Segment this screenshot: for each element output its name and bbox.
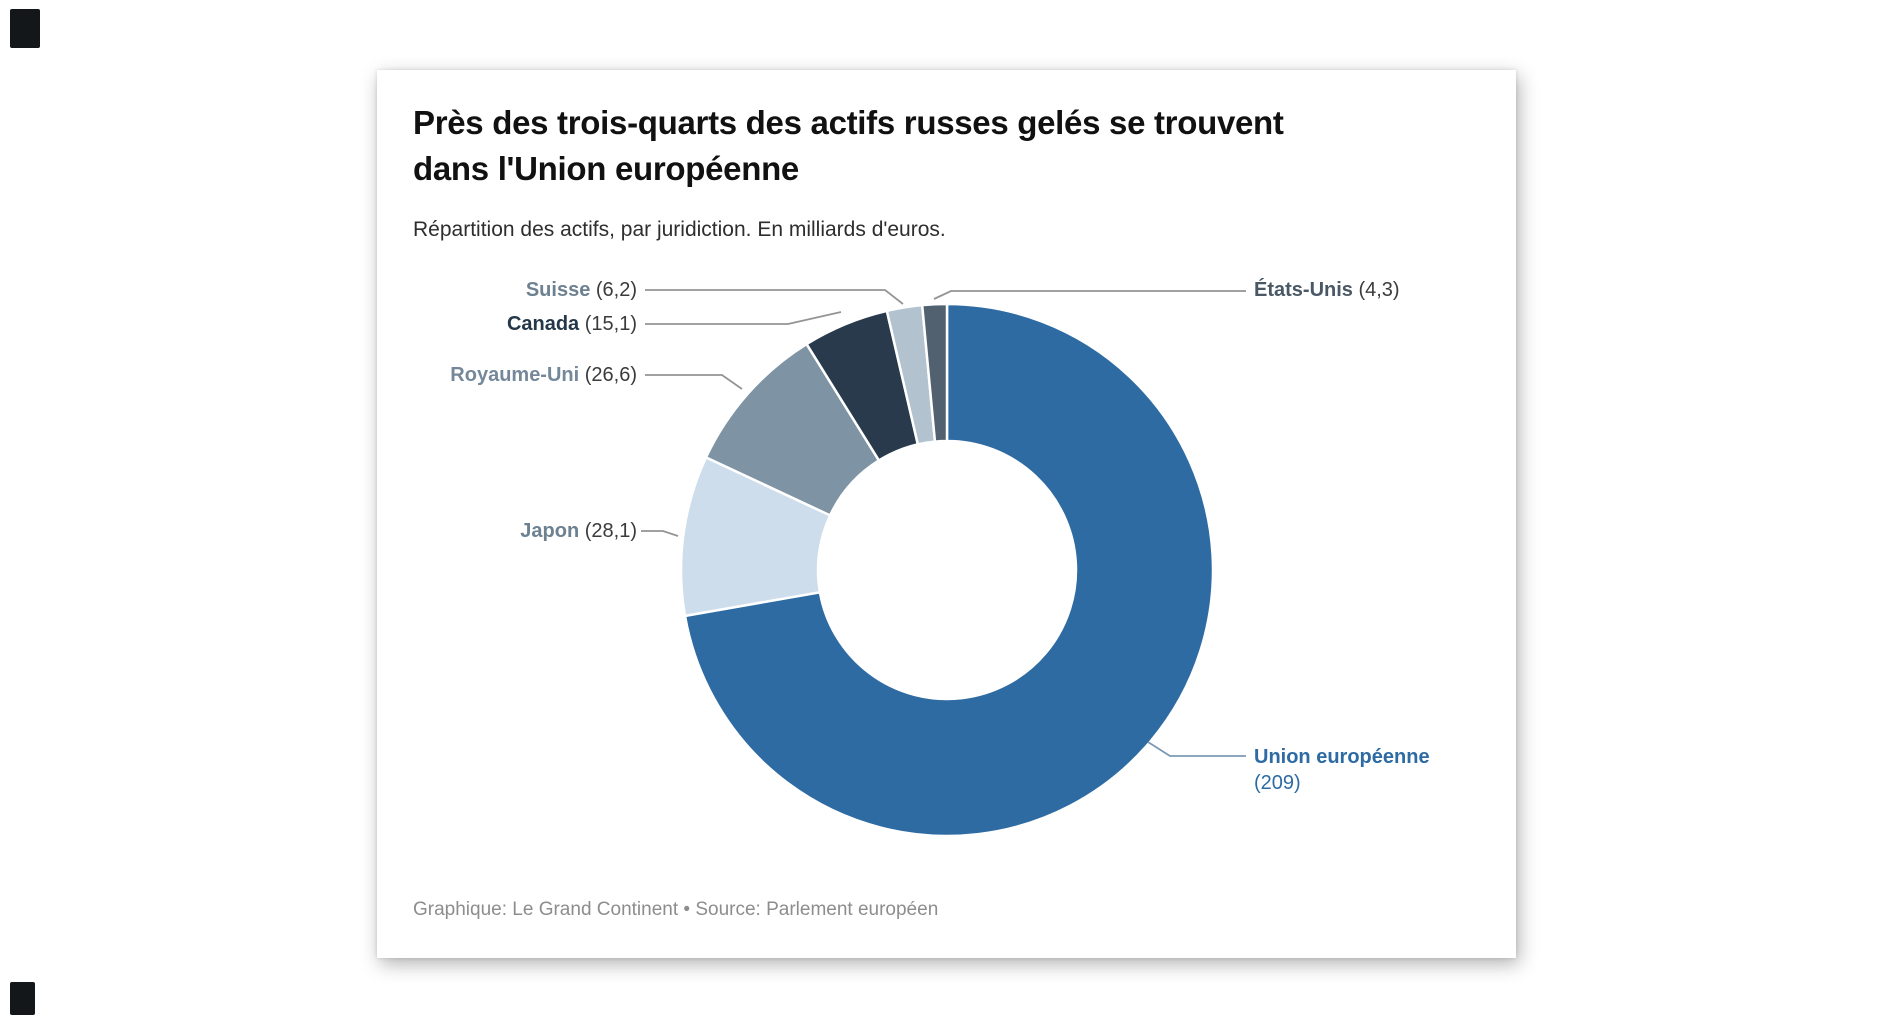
screen-corner-mark-bottom-left bbox=[10, 982, 35, 1015]
label-royaume-uni-value: (26,6) bbox=[584, 364, 637, 386]
chart-source-note: Graphique: Le Grand Continent • Source: … bbox=[413, 899, 939, 920]
label-suisse-value: (6,2) bbox=[595, 279, 637, 301]
label-canada-name: Canada bbox=[506, 313, 580, 335]
chart-title-line2: dans l'Union européenne bbox=[413, 150, 799, 187]
label-canada: Canada (15,1) bbox=[507, 311, 637, 337]
label-suisse-name: Suisse bbox=[525, 279, 591, 301]
label-canada-value: (15,1) bbox=[584, 313, 637, 335]
label-royaume-uni-name: Royaume-Uni bbox=[450, 364, 580, 386]
chart-title: Près des trois-quarts des actifs russes … bbox=[413, 100, 1473, 192]
label-etats-unis-value: (4,3) bbox=[1358, 279, 1400, 301]
label-etats-unis-name: États-Unis bbox=[1254, 279, 1353, 301]
label-union-europeenne-name: Union européenne bbox=[1254, 746, 1430, 768]
chart-card: Près des trois-quarts des actifs russes … bbox=[377, 70, 1516, 958]
label-etats-unis: États-Unis (4,3) bbox=[1254, 277, 1400, 303]
label-royaume-uni: Royaume-Uni (26,6) bbox=[450, 362, 637, 388]
label-japon-value: (28,1) bbox=[584, 520, 637, 542]
chart-subtitle: Répartition des actifs, par juridiction.… bbox=[413, 218, 946, 241]
label-union-europeenne-value: (209) bbox=[1254, 772, 1301, 794]
label-suisse: Suisse (6,2) bbox=[526, 277, 637, 303]
label-japon-name: Japon bbox=[520, 520, 580, 542]
label-union-europeenne: Union européenne (209) bbox=[1254, 744, 1430, 796]
label-japon: Japon (28,1) bbox=[520, 518, 637, 544]
screen-corner-mark-top-left bbox=[10, 9, 40, 48]
chart-title-line1: Près des trois-quarts des actifs russes … bbox=[413, 104, 1284, 141]
